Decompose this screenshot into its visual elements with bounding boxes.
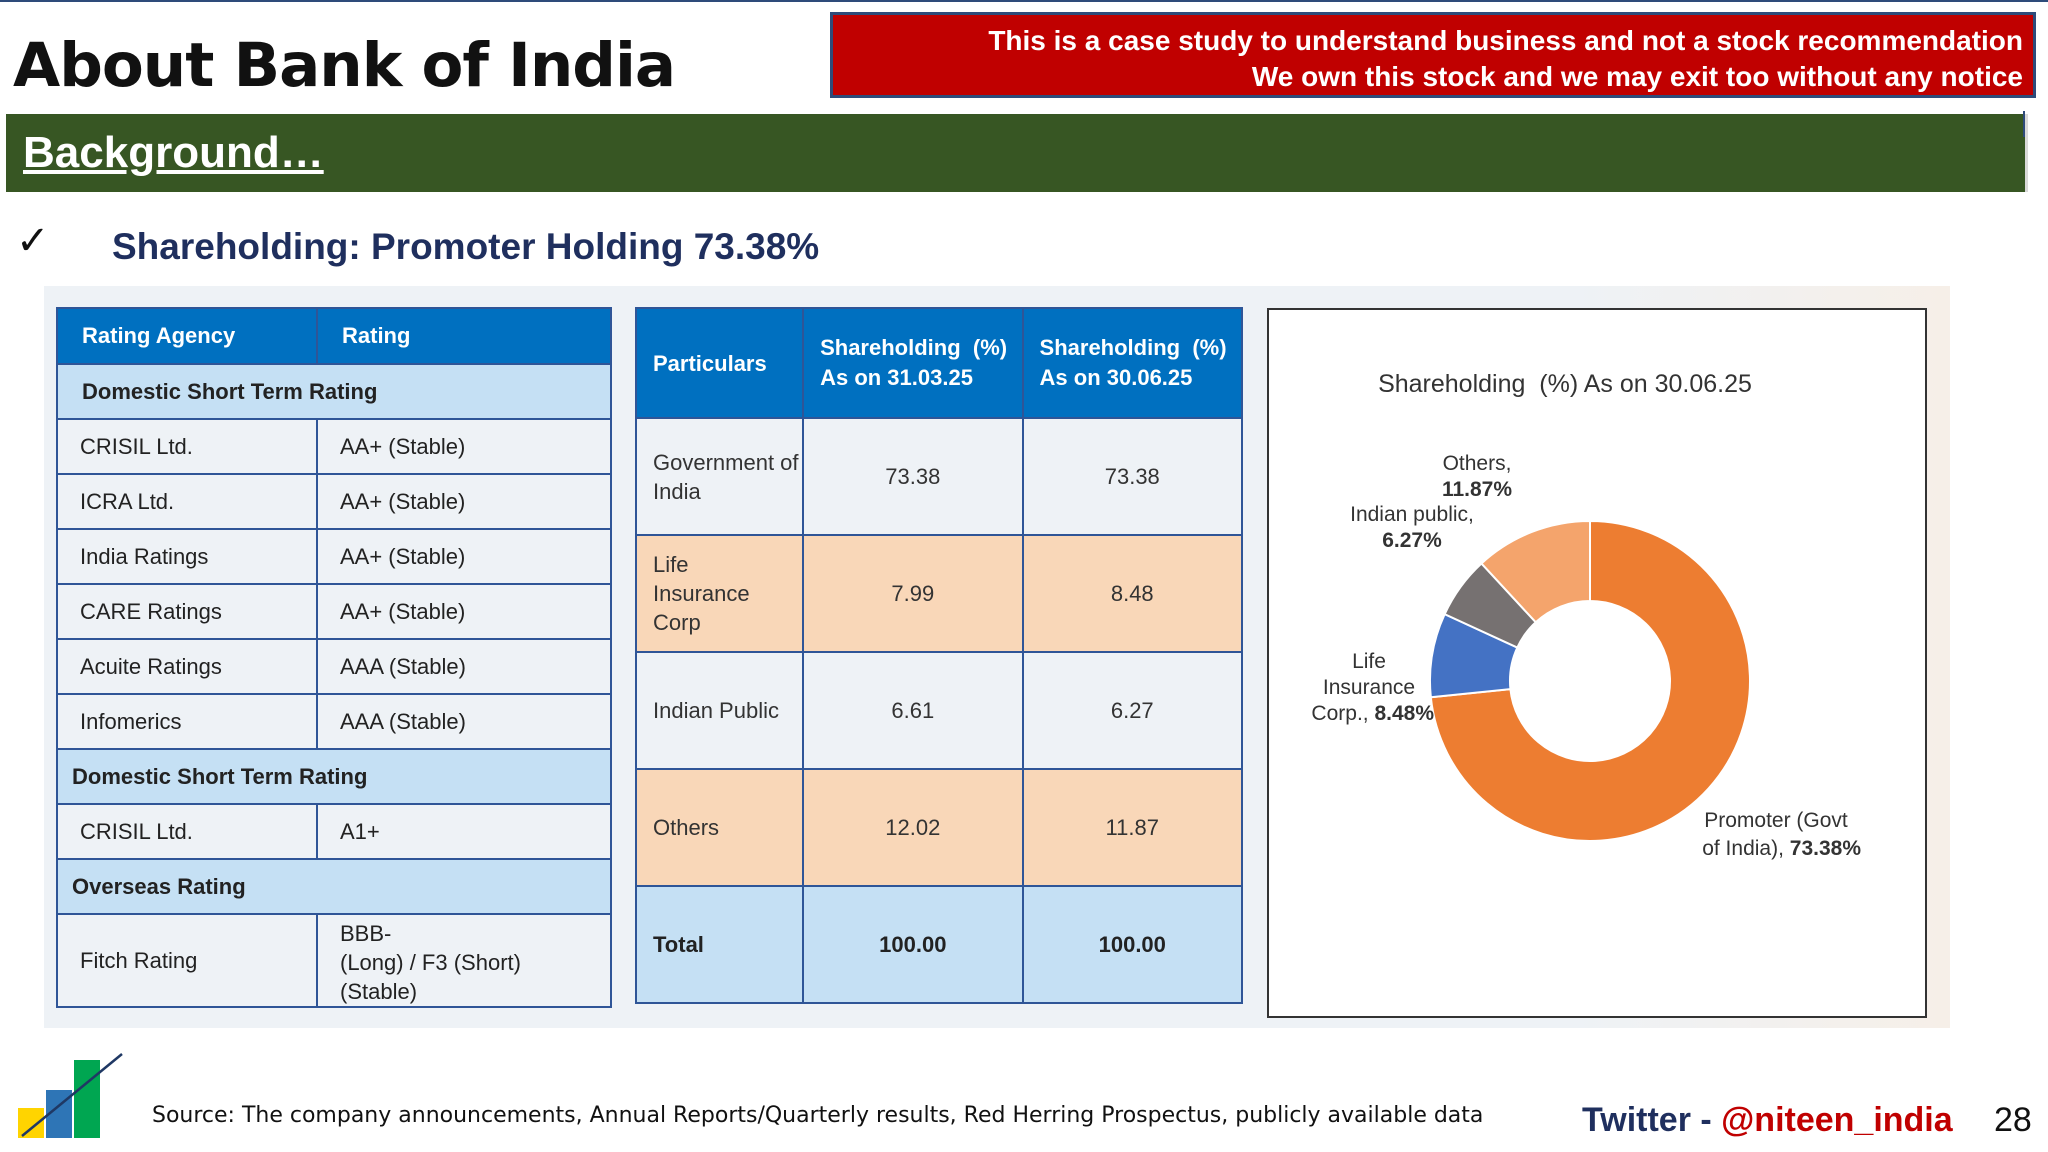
slice-others — [1480, 519, 1591, 624]
source-text: Source: The company announcements, Annua… — [152, 1103, 1484, 1128]
section-title: Background… — [23, 128, 324, 177]
label-promoter-line-2: of India), 73.38% — [1702, 837, 1861, 860]
header-particulars: Particulars — [634, 307, 805, 419]
rating-cell: A1+ — [316, 803, 612, 860]
twitter-link[interactable]: Twitter - @niteen_india — [1582, 1101, 1953, 1140]
value-cell: 6.27 — [1021, 651, 1244, 770]
top-border-line — [0, 0, 2048, 2]
rating-cell: AA+ (Stable) — [316, 473, 612, 530]
total-value: 100.00 — [1021, 885, 1244, 1004]
label-lic-line-3-text: Corp., — [1311, 702, 1374, 725]
table-row: CRISIL Ltd. A1+ — [56, 803, 612, 860]
group-row: Overseas Rating — [56, 858, 612, 915]
particular-cell: Government of India — [634, 417, 805, 536]
table-row: Others 12.02 11.87 — [634, 768, 1244, 887]
agency-cell: Acuite Ratings — [56, 638, 318, 695]
header-q1-line-1: Shareholding (%) — [820, 335, 1008, 360]
table-row: Fitch Rating BBB- (Long) / F3 (Short) (S… — [56, 913, 612, 1008]
rating-cell: AA+ (Stable) — [316, 418, 612, 475]
data-labels: Others, 11.87% Indian public, 6.27% Life… — [1311, 452, 1861, 860]
value-cell: 11.87 — [1021, 768, 1244, 887]
total-row: Total 100.00 100.00 — [634, 885, 1244, 1004]
particular-cell: Others — [634, 768, 805, 887]
donut-slices — [1429, 519, 1751, 842]
agency-cell: CRISIL Ltd. — [56, 418, 318, 475]
slice-promoter — [1429, 519, 1751, 842]
value-cell: 73.38 — [1021, 417, 1244, 536]
label-lic-line-1: Life — [1352, 650, 1386, 673]
header-q2: Shareholding (%) As on 30.06.25 — [1021, 307, 1244, 419]
label-public-value: 6.27% — [1382, 529, 1442, 552]
value-cell: 7.99 — [802, 534, 1024, 653]
rating-cell: AAA (Stable) — [316, 693, 612, 750]
total-value: 100.00 — [802, 885, 1024, 1004]
header-rating: Rating — [316, 307, 612, 365]
group-row: Domestic Short Term Rating — [56, 363, 612, 420]
label-others-value: 11.87% — [1442, 478, 1512, 501]
table-row: Government of India 73.38 73.38 — [634, 417, 1244, 536]
logo-icon — [18, 1053, 123, 1138]
value-cell: 12.02 — [802, 768, 1024, 887]
label-public-line-1: Indian public, — [1350, 503, 1474, 526]
rating-cell: AA+ (Stable) — [316, 528, 612, 585]
shareholding-header-row: Particulars Shareholding (%) As on 31.03… — [634, 307, 1244, 419]
header-q1-line-2: As on 31.03.25 — [820, 365, 973, 390]
checkmark-icon: ✓ — [16, 218, 50, 264]
value-cell: 8.48 — [1021, 534, 1244, 653]
disclaimer-box: This is a case study to understand busin… — [830, 12, 2036, 98]
ratings-header-row: Rating Agency Rating — [56, 307, 612, 365]
agency-cell: CARE Ratings — [56, 583, 318, 640]
section-band: Background… — [6, 111, 2028, 192]
donut-chart-svg: Shareholding (%) As on 30.06.25 Others, … — [1311, 370, 1861, 860]
rating-cell: AA+ (Stable) — [316, 583, 612, 640]
table-row: CRISIL Ltd. AA+ (Stable) — [56, 418, 612, 475]
shareholding-table: Particulars Shareholding (%) As on 31.03… — [634, 307, 1244, 1004]
rating-cell: AAA (Stable) — [316, 638, 612, 695]
label-others-line-1: Others, — [1443, 452, 1512, 475]
ratings-table: Rating Agency Rating Domestic Short Term… — [56, 307, 612, 1008]
label-promoter-line-1: Promoter (Govt — [1704, 809, 1848, 832]
table-row: Acuite Ratings AAA (Stable) — [56, 638, 612, 695]
group-row: Domestic Short Term Rating — [56, 748, 612, 805]
table-row: ICRA Ltd. AA+ (Stable) — [56, 473, 612, 530]
value-cell: 73.38 — [802, 417, 1024, 536]
group-title: Domestic Short Term Rating — [56, 363, 612, 420]
group-title: Domestic Short Term Rating — [56, 748, 612, 805]
header-q2-line-2: As on 30.06.25 — [1039, 365, 1193, 390]
disclaimer-line-2: We own this stock and we may exit too wi… — [1251, 61, 2023, 92]
table-row: Infomerics AAA (Stable) — [56, 693, 612, 750]
agency-cell: Fitch Rating — [56, 913, 318, 1008]
agency-cell: CRISIL Ltd. — [56, 803, 318, 860]
group-title: Overseas Rating — [56, 858, 612, 915]
page-title: About Bank of India — [13, 30, 676, 101]
twitter-handle[interactable]: @niteen_india — [1721, 1101, 1953, 1139]
label-lic-value: 8.48% — [1374, 702, 1434, 725]
table-row: India Ratings AA+ (Stable) — [56, 528, 612, 585]
label-lic-line-2: Insurance — [1323, 676, 1415, 699]
header-q1: Shareholding (%) As on 31.03.25 — [802, 307, 1024, 419]
total-label: Total — [634, 885, 805, 1004]
disclaimer-line-1: This is a case study to understand busin… — [988, 25, 2023, 56]
rating-cell: BBB- (Long) / F3 (Short) (Stable) — [316, 913, 612, 1008]
table-row: Indian Public 6.61 6.27 — [634, 651, 1244, 770]
page-number: 28 — [1994, 1101, 2032, 1139]
table-row: Life Insurance Corp 7.99 8.48 — [634, 534, 1244, 653]
agency-cell: ICRA Ltd. — [56, 473, 318, 530]
shareholding-chart: Shareholding (%) As on 30.06.25 Others, … — [1267, 308, 1927, 1018]
label-promoter-value: 73.38% — [1790, 837, 1862, 860]
subheading: Shareholding: Promoter Holding 73.38% — [112, 226, 820, 267]
agency-cell: India Ratings — [56, 528, 318, 585]
particular-cell: Indian Public — [634, 651, 805, 770]
agency-cell: Infomerics — [56, 693, 318, 750]
label-lic-line-3: Corp., 8.48% — [1311, 702, 1434, 725]
header-q2-line-1: Shareholding (%) — [1039, 335, 1227, 360]
table-row: CARE Ratings AA+ (Stable) — [56, 583, 612, 640]
particular-cell: Life Insurance Corp — [634, 534, 805, 653]
twitter-label-text: Twitter - — [1582, 1101, 1722, 1139]
label-promoter-line-2-text: of India), — [1702, 837, 1790, 860]
header-rating-agency: Rating Agency — [56, 307, 318, 365]
value-cell: 6.61 — [802, 651, 1024, 770]
chart-title: Shareholding (%) As on 30.06.25 — [1378, 370, 1752, 398]
